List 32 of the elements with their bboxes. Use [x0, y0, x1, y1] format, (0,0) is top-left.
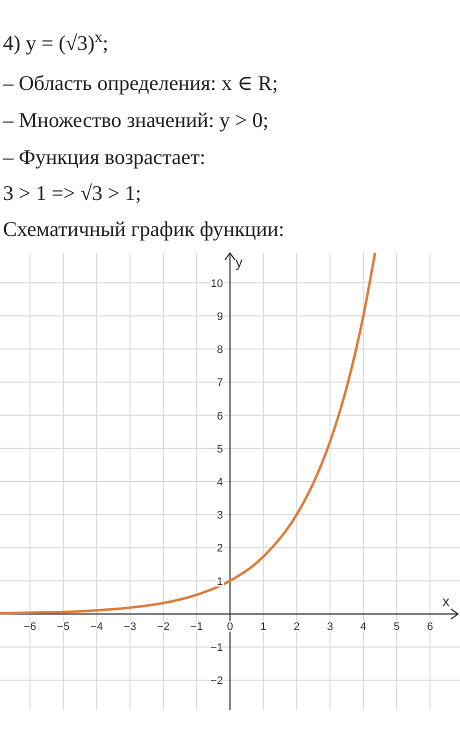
x-tick-label: −2 [157, 620, 170, 633]
text: 3 > 1 => √3 > 1; [3, 181, 142, 205]
x-tick-label: −1 [190, 620, 203, 633]
line-series [0, 253, 376, 615]
y-tick-label: 4 [216, 476, 223, 488]
y-tick-label: −2 [210, 675, 223, 688]
y-tick-label: 9 [216, 310, 223, 323]
y-tick-label: 6 [216, 410, 223, 422]
text: – Область определения: x ∈ R; [2, 71, 278, 95]
y-tick-label: 2 [216, 542, 223, 555]
x-axis-title: x [442, 592, 450, 609]
y-tick-label: 5 [216, 443, 223, 456]
y-tick-label: −1 [210, 642, 223, 654]
y-tick-label: 3 [216, 510, 223, 522]
text: – Функция возрастает: [2, 145, 206, 169]
y-tick-label: 7 [216, 377, 223, 390]
x-tick-label: −5 [57, 620, 70, 633]
x-tick-label: 3 [326, 620, 334, 633]
x-tick-label: −4 [90, 620, 103, 633]
chart-title: 4) y = (√3)$^{x}$; [3, 28, 108, 55]
text: – Множество значений: y > 0; [2, 108, 269, 132]
x-tick-label: −3 [124, 620, 136, 633]
x-tick-label: 1 [260, 620, 266, 633]
text: Схематичный график функции: [3, 217, 284, 241]
y-tick-label: 10 [210, 278, 223, 290]
x-tick-label: 6 [426, 620, 434, 633]
y-tick-label: 8 [216, 344, 223, 356]
x-tick-label: 4 [360, 620, 366, 633]
x-tick-label: −6 [24, 620, 36, 633]
x-tick-label: 2 [294, 620, 300, 633]
y-axis-title: y [236, 254, 242, 270]
x-tick-label: 5 [394, 620, 400, 633]
